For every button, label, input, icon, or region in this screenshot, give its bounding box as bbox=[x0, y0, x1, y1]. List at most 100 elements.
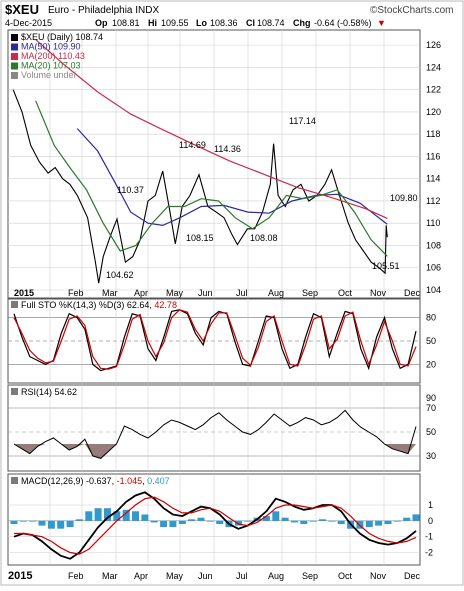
macd-y-tick-label: 0 bbox=[428, 516, 433, 526]
price-x-tick-label: May bbox=[166, 288, 184, 298]
price-x-tick-label: Feb bbox=[68, 288, 84, 298]
rsi-y-tick-label: 70 bbox=[426, 403, 436, 413]
high-label: Hi bbox=[148, 18, 157, 28]
macd-hist-bar bbox=[75, 519, 83, 521]
macd-hist-bar bbox=[216, 520, 224, 524]
footer-x-tick-label: May bbox=[166, 571, 184, 581]
rsi-series-group bbox=[13, 409, 417, 459]
legend-swatch bbox=[11, 53, 18, 60]
annotation-104-62: 104.62 bbox=[106, 270, 134, 280]
macd-hist-bar bbox=[169, 520, 177, 528]
macd-hist-bar bbox=[403, 517, 411, 521]
annotation-108-15: 108.15 bbox=[186, 233, 214, 243]
footer-x-tick-label: Feb bbox=[68, 571, 84, 581]
price-y-tick-label: 122 bbox=[426, 85, 441, 95]
symbol-title: $XEU bbox=[5, 2, 39, 17]
legend-swatch bbox=[11, 62, 18, 70]
annotation-110-37: 110.37 bbox=[117, 185, 144, 195]
macd-y-tick-label: -1 bbox=[425, 532, 433, 542]
footer-x-tick-label: Oct bbox=[338, 571, 353, 581]
macd-hist-bar bbox=[29, 520, 37, 522]
price-series-group bbox=[12, 39, 388, 284]
price-y-tick-label: 104 bbox=[426, 285, 441, 295]
price-y-tick-label: 120 bbox=[426, 107, 441, 117]
macd-hist-bar bbox=[412, 514, 420, 521]
change-down-arrow-icon: ▼ bbox=[377, 18, 386, 28]
price-y-tick-label: 108 bbox=[426, 240, 441, 250]
price-x-tick-label: 2015 bbox=[14, 288, 34, 298]
macd-hist-bar bbox=[19, 520, 27, 522]
annotation-114-69: 114.69 bbox=[179, 140, 206, 150]
macd-title-name: MACD(12,26,9) bbox=[21, 476, 84, 486]
sto-legend-swatch bbox=[11, 301, 18, 308]
macd-hist-bar bbox=[384, 520, 392, 524]
macd-hist-bar bbox=[365, 520, 373, 528]
macd-hist-bar bbox=[85, 511, 93, 521]
macd-hist-bar bbox=[66, 520, 74, 528]
footer-x-tick-label: Nov bbox=[370, 571, 387, 581]
macd-sep-1: , bbox=[112, 476, 117, 486]
sto-title-text: Full STO %K(14,3) %D(3) 62.64, 42.78 bbox=[21, 300, 177, 310]
sto-k-line bbox=[13, 309, 417, 372]
sto-y-axis: 20 50 80 bbox=[426, 313, 436, 370]
macd-y-axis: 1 0 -1 -2 bbox=[425, 500, 433, 558]
sto-k-value: 62.64 bbox=[127, 300, 150, 310]
price-y-tick-label: 112 bbox=[426, 196, 440, 206]
rsi-y-tick-label: 30 bbox=[426, 451, 436, 461]
watermark: ©StockCharts.com bbox=[370, 5, 454, 16]
price-x-axis: 2015 Feb Mar Apr May Jun Jul Aug Sep Oct Nov Dec bbox=[14, 288, 421, 298]
macd-hist-bar bbox=[300, 520, 308, 524]
sto-d-line bbox=[13, 309, 417, 370]
price-gridlines bbox=[8, 30, 420, 298]
sto-title-name: Full STO %K(14,3) %D(3) bbox=[21, 300, 124, 310]
macd-hist-bar bbox=[122, 509, 130, 521]
price-y-tick-label: 114 bbox=[426, 174, 440, 184]
rsi-y-tick-label: 90 bbox=[426, 393, 436, 403]
price-y-tick-label: 118 bbox=[426, 129, 440, 139]
annotation-114-36: 114.36 bbox=[214, 144, 241, 154]
open-value: 108.81 bbox=[112, 18, 140, 28]
macd-hist-bar bbox=[375, 520, 383, 526]
close-label: Cl bbox=[246, 18, 255, 28]
rsi-gridlines bbox=[8, 385, 420, 471]
macd-hist-bar bbox=[244, 520, 252, 522]
rsi-y-tick-label: 50 bbox=[426, 427, 436, 437]
macd-hist-bar bbox=[393, 520, 401, 522]
macd-hist-bar bbox=[94, 508, 102, 521]
close-value: 108.74 bbox=[257, 18, 285, 28]
price-x-tick-label: Oct bbox=[338, 288, 353, 298]
price-y-axis: 104 106 108 110 112 114 116 118 120 122 124 126 bbox=[426, 40, 441, 295]
macd-line bbox=[13, 491, 417, 560]
price-y-tick-label: 126 bbox=[426, 40, 441, 50]
footer-x-tick-label: Mar bbox=[102, 571, 118, 581]
macd-hist-bar bbox=[188, 519, 196, 521]
macd-signal-value: -1.045 bbox=[117, 476, 143, 486]
price-x-tick-label: Jul bbox=[236, 288, 248, 298]
price-x-tick-label: Dec bbox=[404, 288, 421, 298]
macd-hist-bar bbox=[328, 520, 336, 522]
macd-hist-value: 0.407 bbox=[147, 476, 170, 486]
quote-date: 4-Dec-2015 bbox=[5, 18, 52, 28]
rsi-legend: RSI(14) 54.62 bbox=[11, 387, 77, 397]
annotation-108-08: 108.08 bbox=[250, 233, 278, 243]
sto-series-group bbox=[13, 309, 417, 372]
macd-y-tick-label: -2 bbox=[425, 548, 433, 558]
macd-hist-bar bbox=[178, 520, 186, 524]
price-y-tick-label: 110 bbox=[426, 218, 440, 228]
low-label: Lo bbox=[196, 18, 207, 28]
sto-y-tick-label: 20 bbox=[426, 359, 436, 369]
price-x-tick-label: Apr bbox=[134, 288, 148, 298]
rsi-legend-swatch bbox=[11, 388, 18, 395]
price-y-tick-label: 124 bbox=[426, 62, 441, 72]
legend-label: MA(200) 110.43 bbox=[21, 51, 85, 61]
macd-value: -0.637 bbox=[86, 476, 112, 486]
price-x-tick-label: Nov bbox=[370, 288, 387, 298]
instrument-name: Euro - Philadelphia INDX bbox=[48, 5, 159, 16]
footer-x-tick-label: Aug bbox=[268, 571, 284, 581]
footer-x-tick-label: Jul bbox=[236, 571, 248, 581]
macd-legend: MACD(12,26,9) -0.637, -1.045, 0.407 bbox=[11, 476, 170, 486]
annotation-105-51: 105.51 bbox=[372, 261, 400, 271]
macd-hist-bar bbox=[141, 514, 149, 521]
